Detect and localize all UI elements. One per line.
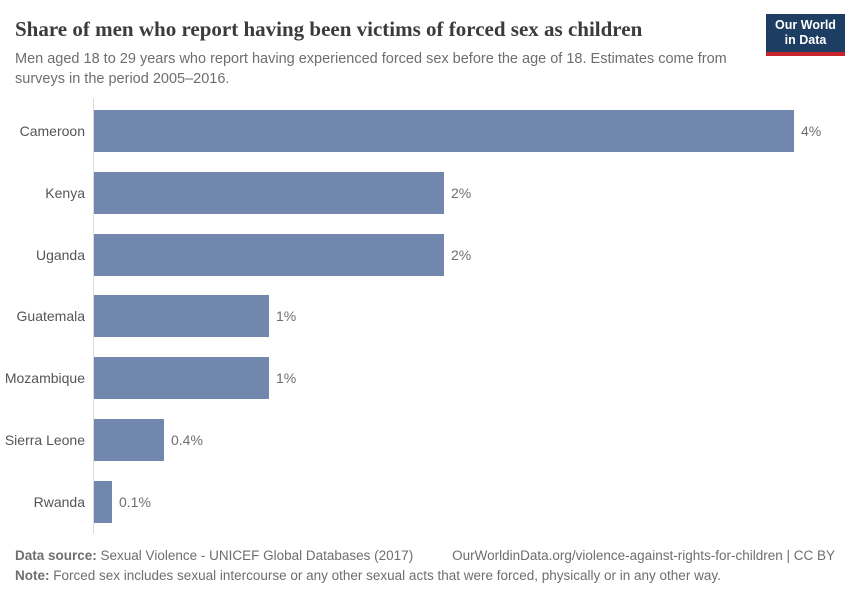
- value-label: 0.1%: [119, 494, 151, 510]
- data-source-line: Data source: Sexual Violence - UNICEF Gl…: [15, 548, 413, 563]
- bar-chart: Cameroon 4% Kenya 2% Uganda 2% Guatemala 1% Moza…: [4, 98, 822, 534]
- category-label: Uganda: [35, 247, 85, 263]
- note-line: Note: Forced sex includes sexual interco…: [15, 568, 835, 583]
- y-axis-line: [93, 98, 94, 534]
- value-label: 2%: [451, 185, 472, 201]
- category-label: Guatemala: [16, 308, 85, 324]
- chart-subtitle: Men aged 18 to 29 years who report havin…: [15, 51, 727, 87]
- owid-logo: Our World in Data: [766, 14, 845, 56]
- category-label: Mozambique: [4, 370, 85, 386]
- category-label: Cameroon: [19, 123, 85, 139]
- category-label: Kenya: [45, 185, 85, 201]
- note-label: Note:: [15, 568, 50, 583]
- source-url: OurWorldinData.org/violence-against-righ…: [452, 548, 835, 563]
- value-label: 4%: [801, 123, 822, 139]
- value-label: 0.4%: [171, 432, 203, 448]
- page-title: Share of men who report having been vict…: [15, 17, 643, 41]
- category-label: Sierra Leone: [4, 432, 85, 448]
- value-label: 2%: [451, 247, 472, 263]
- value-label: 1%: [276, 370, 297, 386]
- bar: [94, 357, 269, 399]
- owid-logo-line2: in Data: [784, 33, 827, 47]
- bar: [94, 172, 444, 214]
- bar: [94, 481, 112, 523]
- bar: [94, 110, 794, 152]
- bar: [94, 295, 269, 337]
- owid-logo-line1: Our World: [775, 18, 836, 32]
- bar: [94, 419, 164, 461]
- data-source-label: Data source:: [15, 548, 97, 563]
- value-label: 1%: [276, 308, 297, 324]
- category-label: Rwanda: [33, 494, 85, 510]
- note-text: Forced sex includes sexual intercourse o…: [49, 568, 721, 583]
- data-source-text: Sexual Violence - UNICEF Global Database…: [96, 548, 414, 563]
- bar: [94, 234, 444, 276]
